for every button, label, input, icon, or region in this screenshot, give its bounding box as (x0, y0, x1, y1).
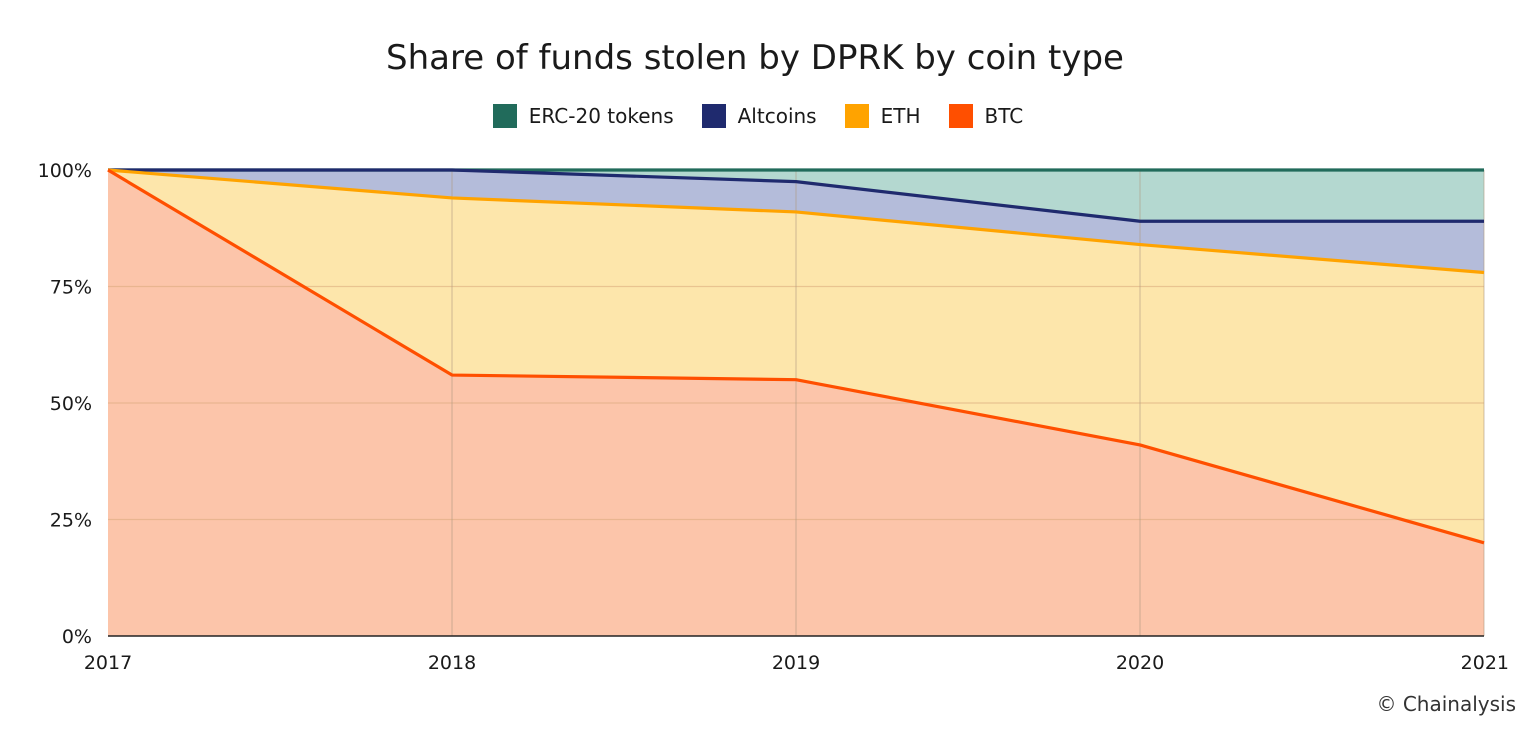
legend-label-btc: BTC (984, 104, 1024, 128)
y-tick-label: 100% (38, 160, 92, 182)
x-tick-label: 2020 (1116, 652, 1164, 674)
legend-swatch-btc (948, 104, 973, 128)
line-eth (107, 168, 1485, 275)
legend-item-btc[interactable]: BTC (948, 104, 1024, 128)
y-tick-label: 50% (50, 393, 92, 415)
y-tick-label: 25% (50, 510, 92, 532)
x-tick-label: 2018 (428, 652, 476, 674)
legend-item-eth[interactable]: ETH (844, 104, 921, 128)
axis-layer: 0% 25% 50% 75% 100% 2017 2018 2019 2020 2021 (38, 160, 1509, 674)
legend-swatch-erc20 (492, 104, 517, 128)
legend-label-eth: ETH (880, 104, 921, 128)
legend-swatch-altcoins (701, 104, 726, 128)
x-tick-label: 2021 (1461, 652, 1509, 674)
x-tick-label: 2019 (772, 652, 820, 674)
line-altcoins (108, 168, 1484, 223)
legend-swatch-eth (844, 104, 869, 128)
line-layer (107, 168, 1485, 545)
y-tick-label: 75% (50, 277, 92, 299)
legend-label-altcoins: Altcoins (737, 104, 817, 128)
y-tick-label: 0% (62, 626, 92, 648)
x-tick-label: 2017 (84, 652, 132, 674)
chart-title: Share of funds stolen by DPRK by coin ty… (386, 38, 1124, 78)
legend: ERC-20 tokens Altcoins ETH BTC (0, 104, 1516, 128)
legend-label-erc20: ERC-20 tokens (528, 104, 674, 128)
legend-item-erc20[interactable]: ERC-20 tokens (492, 104, 674, 128)
legend-item-altcoins[interactable]: Altcoins (701, 104, 817, 128)
credit-label: © Chainalysis (1376, 692, 1516, 716)
line-btc (107, 168, 1485, 545)
